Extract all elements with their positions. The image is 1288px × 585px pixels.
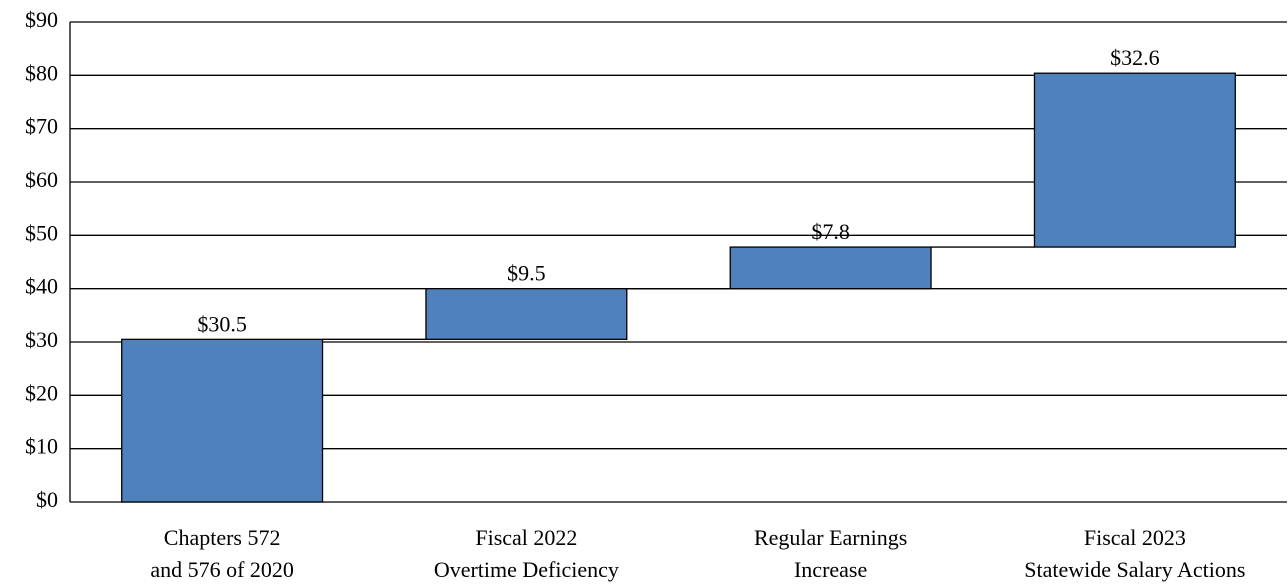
y-tick-label: $30 — [25, 327, 58, 352]
value-label: $7.8 — [811, 219, 850, 244]
x-tick-label: Regular Earnings Increase — [754, 525, 907, 582]
y-tick-label: $40 — [25, 274, 58, 299]
x-tick-line: Statewide Salary Actions — [1024, 557, 1245, 582]
y-tick-label: $50 — [25, 220, 58, 245]
y-tick-label: $0 — [36, 487, 58, 512]
x-tick-label: Fiscal 2022 Overtime Deficiency — [434, 525, 619, 582]
x-tick-line: Regular Earnings — [754, 525, 907, 550]
bar — [425, 288, 628, 340]
bar — [729, 246, 932, 290]
x-tick-line: Overtime Deficiency — [434, 557, 619, 582]
x-tick-line: and 576 of 2020 — [150, 557, 294, 582]
x-tick-line: Increase — [794, 557, 867, 582]
x-tick-label: Fiscal 2023 Statewide Salary Actions — [1024, 525, 1245, 582]
bar — [121, 338, 324, 503]
bar — [1033, 72, 1236, 248]
y-tick-label: $80 — [25, 60, 58, 85]
y-tick-label: $90 — [25, 7, 58, 32]
value-label: $30.5 — [197, 311, 247, 336]
y-tick-label: $70 — [25, 114, 58, 139]
value-label: $32.6 — [1110, 45, 1160, 70]
y-tick-label: $20 — [25, 380, 58, 405]
x-tick-label: Chapters 572 and 576 of 2020 — [150, 525, 294, 582]
y-tick-label: $60 — [25, 167, 58, 192]
x-tick-line: Fiscal 2022 — [475, 525, 577, 550]
x-tick-line: Chapters 572 — [164, 525, 281, 550]
y-tick-label: $10 — [25, 434, 58, 459]
value-label: $9.5 — [507, 261, 546, 286]
x-tick-line: Fiscal 2023 — [1084, 525, 1186, 550]
